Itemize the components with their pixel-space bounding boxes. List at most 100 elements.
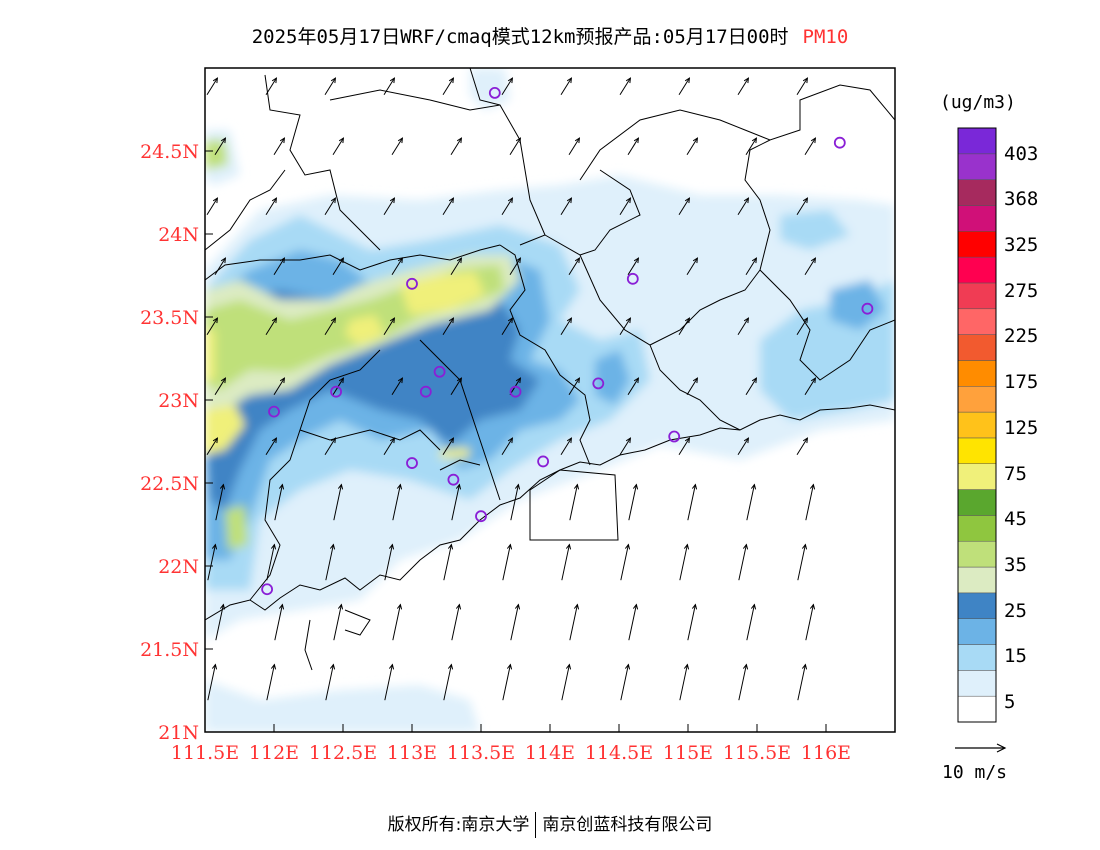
wind-arrow — [215, 603, 226, 641]
y-tick-label: 24.5N — [140, 141, 199, 163]
wind-arrow — [383, 317, 396, 336]
wind-arrow — [383, 197, 396, 216]
station-marker — [833, 136, 846, 149]
y-tick-label: 23.5N — [140, 307, 199, 329]
wind-arrow — [206, 197, 219, 216]
station-marker — [488, 87, 501, 99]
wind-arrow — [207, 543, 218, 581]
wind-arrow — [332, 137, 345, 156]
wind-reference-arrow — [955, 743, 1007, 753]
wind-arrow — [214, 137, 227, 156]
x-tick-label: 111.5E — [171, 742, 239, 764]
colorbar-label: 403 — [1004, 142, 1039, 165]
wind-arrow — [737, 437, 750, 456]
wind-arrow — [796, 437, 809, 456]
copyright-owner: 版权所有:南京大学 — [387, 815, 530, 835]
wind-arrow — [679, 663, 690, 701]
wind-arrow — [737, 77, 750, 96]
wind-arrow — [324, 197, 337, 216]
x-tick-label: 113.5E — [447, 742, 515, 764]
wind-arrow — [561, 663, 572, 701]
colorbar-bin — [957, 153, 997, 180]
x-tick-label: 113E — [387, 742, 437, 764]
wind-arrow — [627, 377, 640, 396]
wind-arrow — [442, 437, 455, 456]
wind-arrow — [745, 257, 758, 276]
wind-arrow — [501, 437, 514, 456]
station-marker — [447, 473, 460, 486]
wind-arrow — [619, 317, 632, 336]
station-marker — [475, 510, 487, 523]
wind-arrow — [391, 377, 404, 396]
wind-arrow — [451, 483, 462, 521]
wind-arrow — [560, 317, 573, 336]
station-marker — [668, 430, 681, 443]
colorbar-bin — [957, 334, 997, 361]
wind-arrow — [214, 377, 227, 396]
wind-arrow — [687, 483, 698, 521]
colorbar-label: 368 — [1004, 188, 1039, 211]
colorbar-label: 75 — [1004, 462, 1027, 485]
wind-arrow — [383, 437, 396, 456]
wind-arrow — [501, 77, 514, 96]
wind-arrow — [804, 257, 817, 276]
map-axes: 111.5E 112E 112.5E 113E 113.5E 114E 114.5E 115E… — [140, 141, 851, 764]
pm10-concentration-field — [205, 68, 895, 732]
forecast-map: 111.5E 112E 112.5E 113E 113.5E 114E 114.5E 115E… — [140, 67, 1007, 764]
wind-arrow — [442, 317, 455, 336]
colorbar-bin — [957, 231, 997, 258]
colorbar-bin — [957, 566, 997, 594]
wind-arrow — [804, 137, 817, 156]
wind-arrow — [265, 437, 278, 456]
colorbar-bin — [957, 618, 997, 645]
wind-arrow — [746, 483, 757, 521]
colorbar-label: 15 — [1004, 645, 1027, 668]
colorbar-bin — [957, 592, 997, 619]
wind-arrow — [745, 377, 758, 396]
wind-vectors — [206, 77, 817, 701]
wind-arrow — [273, 377, 286, 396]
wind-arrow — [737, 197, 750, 216]
wind-arrow — [738, 543, 749, 581]
wind-arrow — [265, 197, 278, 216]
wind-arrow — [746, 603, 757, 641]
wind-arrow — [679, 543, 690, 581]
station-marker — [626, 272, 639, 285]
colorbar-bin — [957, 411, 997, 439]
title-text: 2025年05月17日WRF/cmaq模式12km预报产品:05月17日00时 — [251, 26, 789, 48]
wind-arrow — [274, 603, 285, 641]
wind-arrow — [678, 317, 691, 336]
y-tick-label: 22N — [158, 556, 199, 578]
wind-arrow — [796, 197, 809, 216]
colorbar-bin — [957, 179, 997, 206]
wind-arrow — [620, 543, 631, 581]
chart-title: 2025年05月17日WRF/cmaq模式12km预报产品:05月17日00时 P… — [0, 22, 1100, 49]
station-marker — [592, 377, 605, 390]
x-tick-label: 114.5E — [585, 742, 653, 764]
x-tick-label: 114E — [525, 742, 575, 764]
wind-arrow — [206, 77, 219, 96]
colorbar-label: 25 — [1004, 599, 1027, 622]
colorbar-bin — [957, 256, 997, 284]
station-marker — [330, 385, 343, 398]
wind-arrow — [450, 137, 463, 156]
colorbar-label: 5 — [1004, 691, 1016, 713]
station-marker — [509, 385, 522, 398]
colorbar — [957, 127, 997, 723]
wind-arrow — [214, 257, 227, 276]
wind-arrow — [804, 377, 817, 396]
title-variable: PM10 — [802, 26, 849, 48]
copyright-company: 南京创蓝科技有限公司 — [542, 815, 713, 835]
y-tick-label: 24N — [158, 224, 199, 246]
station-markers — [261, 87, 874, 596]
wind-arrow — [738, 663, 749, 701]
wind-arrow — [568, 377, 581, 396]
wind-arrow — [324, 77, 337, 96]
wind-arrow — [384, 663, 395, 701]
colorbar-bin — [957, 127, 997, 155]
colorbar-label: 45 — [1004, 508, 1027, 531]
station-marker — [406, 277, 418, 290]
colorbar-label: 275 — [1004, 279, 1039, 302]
wind-arrow — [620, 663, 631, 701]
wind-arrow — [797, 663, 808, 701]
